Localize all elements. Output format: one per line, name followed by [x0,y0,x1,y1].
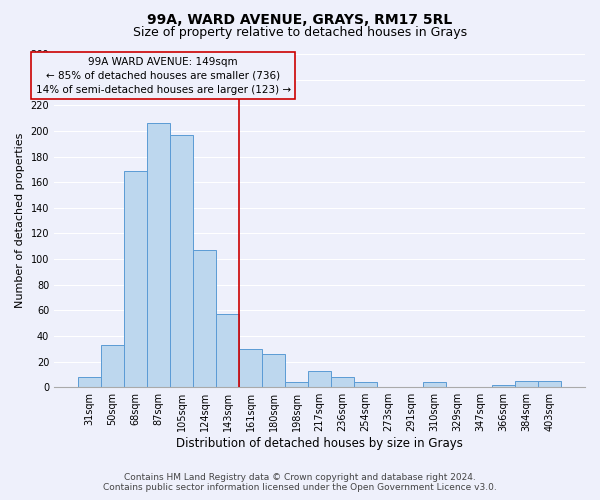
Bar [170,134,193,387]
Bar [538,381,561,387]
Bar [492,384,515,387]
Bar [308,370,331,387]
X-axis label: Distribution of detached houses by size in Grays: Distribution of detached houses by size … [176,437,463,450]
Bar [423,382,446,387]
Bar [193,250,216,387]
Text: Contains HM Land Registry data © Crown copyright and database right 2024.
Contai: Contains HM Land Registry data © Crown c… [103,473,497,492]
Bar [147,123,170,387]
Bar [239,349,262,387]
Bar [262,354,285,387]
Bar [331,377,354,387]
Bar [515,381,538,387]
Bar [354,382,377,387]
Bar [216,314,239,387]
Text: 99A WARD AVENUE: 149sqm
← 85% of detached houses are smaller (736)
14% of semi-d: 99A WARD AVENUE: 149sqm ← 85% of detache… [35,56,291,94]
Text: Size of property relative to detached houses in Grays: Size of property relative to detached ho… [133,26,467,39]
Text: 99A, WARD AVENUE, GRAYS, RM17 5RL: 99A, WARD AVENUE, GRAYS, RM17 5RL [148,12,452,26]
Bar [124,170,147,387]
Bar [78,377,101,387]
Y-axis label: Number of detached properties: Number of detached properties [15,133,25,308]
Bar [285,382,308,387]
Bar [101,345,124,387]
